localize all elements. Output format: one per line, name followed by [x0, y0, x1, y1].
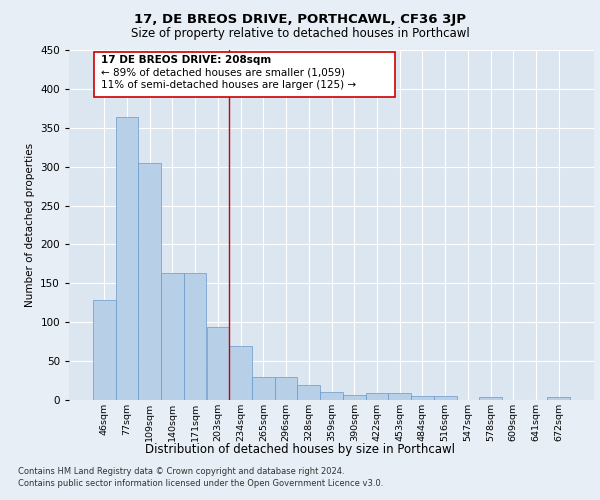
Bar	[275, 378, 298, 400]
Text: Contains public sector information licensed under the Open Government Licence v3: Contains public sector information licen…	[18, 479, 383, 488]
Text: 17, DE BREOS DRIVE, PORTHCAWL, CF36 3JP: 17, DE BREOS DRIVE, PORTHCAWL, CF36 3JP	[134, 12, 466, 26]
Bar	[184, 273, 206, 400]
Text: 17 DE BREOS DRIVE: 208sqm: 17 DE BREOS DRIVE: 208sqm	[101, 55, 271, 65]
Bar	[229, 346, 252, 400]
Bar	[547, 397, 570, 400]
Bar	[320, 392, 343, 400]
Bar	[139, 163, 161, 400]
Text: ← 89% of detached houses are smaller (1,059): ← 89% of detached houses are smaller (1,…	[101, 68, 345, 78]
Bar	[93, 300, 116, 400]
FancyBboxPatch shape	[94, 52, 395, 96]
Bar	[388, 393, 411, 400]
Y-axis label: Number of detached properties: Number of detached properties	[25, 143, 35, 307]
Bar	[161, 273, 184, 400]
Bar	[434, 396, 457, 400]
Text: Distribution of detached houses by size in Porthcawl: Distribution of detached houses by size …	[145, 442, 455, 456]
Bar	[298, 385, 320, 400]
Text: Size of property relative to detached houses in Porthcawl: Size of property relative to detached ho…	[131, 28, 469, 40]
Bar	[411, 396, 434, 400]
Bar	[206, 327, 229, 400]
Bar	[365, 393, 388, 400]
Bar	[479, 397, 502, 400]
Bar	[116, 117, 139, 400]
Bar	[252, 378, 275, 400]
Text: 11% of semi-detached houses are larger (125) →: 11% of semi-detached houses are larger (…	[101, 80, 356, 90]
Bar	[343, 394, 365, 400]
Text: Contains HM Land Registry data © Crown copyright and database right 2024.: Contains HM Land Registry data © Crown c…	[18, 468, 344, 476]
